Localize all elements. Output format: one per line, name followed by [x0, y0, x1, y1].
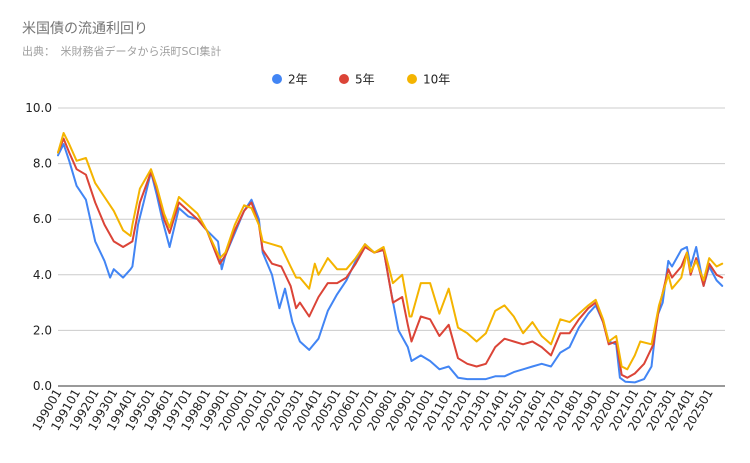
- y-tick-label: 6.0: [33, 212, 52, 226]
- x-axis-ticks: 1990011991011992011993011994011995011996…: [30, 386, 716, 433]
- gridlines: [58, 107, 725, 387]
- legend-label: 5年: [355, 73, 375, 87]
- y-tick-label: 2.0: [33, 323, 52, 337]
- series-line-5年: [57, 137, 724, 379]
- legend[interactable]: 2年 5年 10年: [272, 73, 450, 87]
- y-tick-label: 0.0: [33, 379, 52, 393]
- series-line-2年: [57, 143, 724, 384]
- legend-marker: [272, 74, 282, 84]
- legend-item-10年[interactable]: 10年: [407, 73, 450, 87]
- legend-marker: [407, 74, 417, 84]
- series-line-10年: [57, 132, 724, 371]
- legend-item-2年[interactable]: 2年: [272, 73, 308, 87]
- y-tick-label: 8.0: [33, 157, 52, 171]
- legend-label: 2年: [288, 73, 308, 87]
- y-tick-label: 4.0: [33, 268, 52, 282]
- legend-label: 10年: [423, 73, 450, 87]
- y-tick-label: 10.0: [25, 101, 52, 115]
- y-axis-ticks: 0.0 2.0 4.0 6.0 8.0 10.0: [25, 101, 52, 393]
- legend-marker: [339, 74, 349, 84]
- chart-title: 米国債の流通利回り: [22, 21, 148, 37]
- series-lines: [57, 132, 724, 384]
- chart-subtitle: 出典： 米財務省データから浜町SCI集計: [22, 44, 221, 58]
- legend-item-5年[interactable]: 5年: [339, 73, 375, 87]
